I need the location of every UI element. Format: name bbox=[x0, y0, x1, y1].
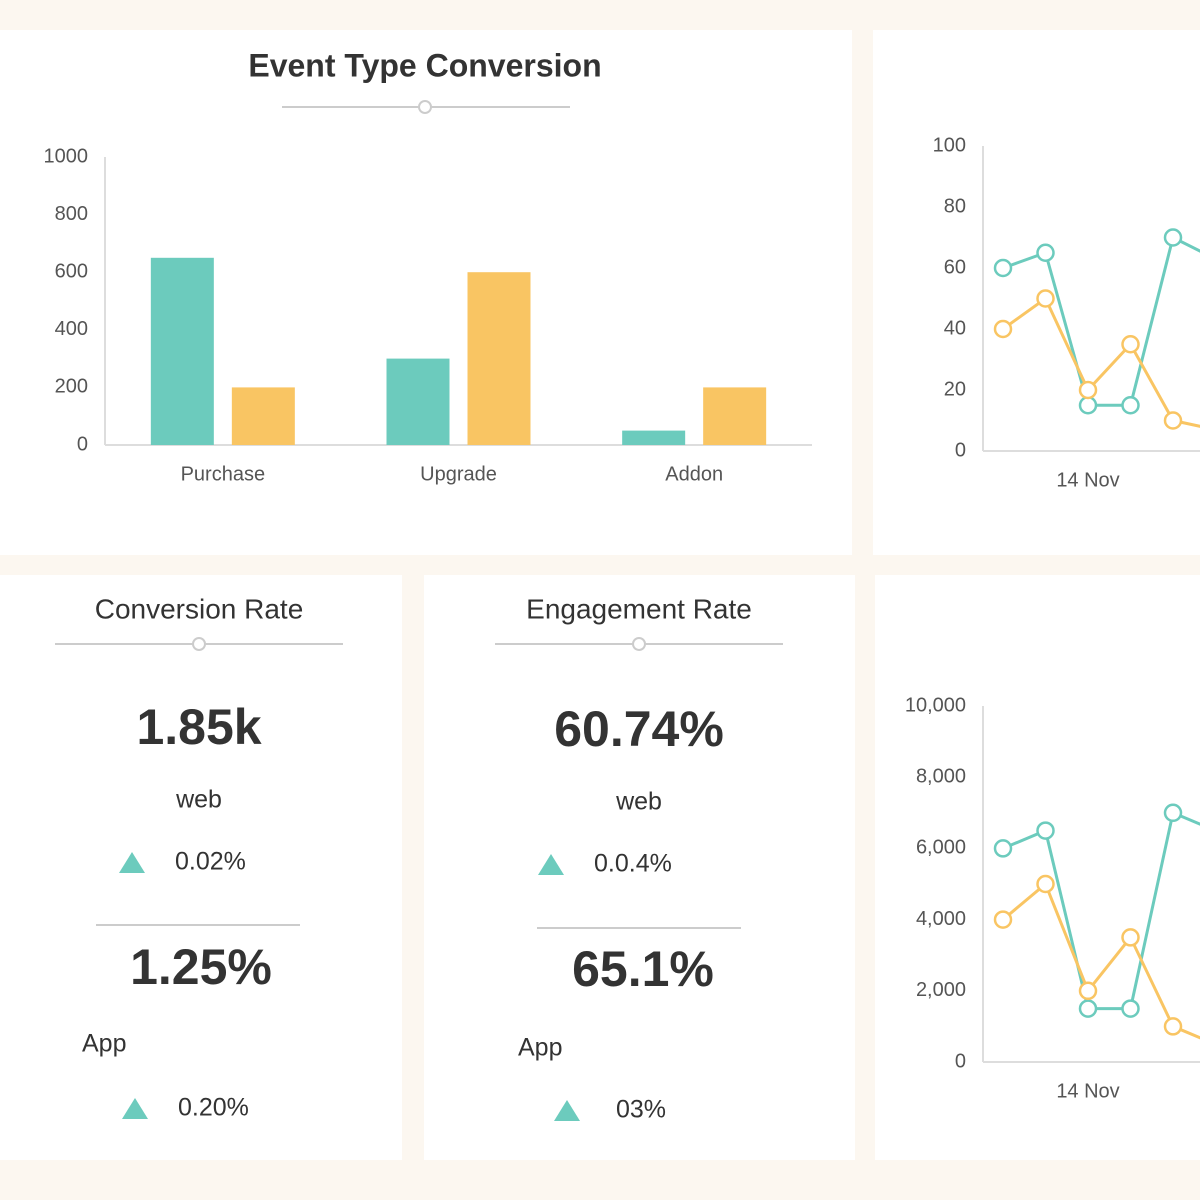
x-tick-label: Addon bbox=[665, 463, 723, 485]
y-tick-label: 80 bbox=[944, 195, 966, 217]
point bbox=[1163, 1017, 1183, 1036]
y-tick-label: 600 bbox=[55, 260, 88, 282]
point bbox=[1121, 928, 1140, 947]
chart-group: 0 2,000 4,000 6,000 8,000 10,000 14 Nov bbox=[905, 694, 1200, 1102]
card-title: Conversion Rate bbox=[95, 593, 304, 624]
kpi-change: 0.20% bbox=[178, 1094, 249, 1122]
up-arrow bbox=[119, 852, 145, 873]
point bbox=[1078, 981, 1098, 1001]
point bbox=[1163, 411, 1183, 430]
kpi-change: 0.02% bbox=[175, 848, 246, 876]
kpi-label: web bbox=[175, 786, 222, 814]
y-tick-label: 800 bbox=[55, 203, 88, 225]
up-arrow bbox=[538, 854, 564, 875]
y-tick-label: 20 bbox=[944, 378, 966, 400]
point bbox=[1163, 228, 1183, 247]
x-tick-label: Upgrade bbox=[420, 463, 497, 485]
point bbox=[1036, 289, 1055, 308]
y-tick-label: 200 bbox=[55, 376, 88, 398]
x-tick-label: 14 Nov bbox=[1056, 1080, 1119, 1102]
point bbox=[1163, 803, 1183, 823]
bar bbox=[622, 430, 686, 445]
bar bbox=[150, 257, 214, 445]
point bbox=[1078, 999, 1098, 1018]
kpi-value: 65.1% bbox=[572, 941, 714, 997]
point bbox=[1036, 243, 1055, 262]
panel bbox=[875, 575, 1200, 1160]
point bbox=[993, 258, 1013, 278]
panel bbox=[873, 30, 1200, 555]
point bbox=[1078, 396, 1098, 415]
y-tick-label: 10,000 bbox=[905, 694, 966, 716]
kpi-change: 03% bbox=[616, 1096, 666, 1124]
point bbox=[1036, 821, 1055, 840]
point bbox=[1121, 335, 1140, 354]
kpi-label: App bbox=[518, 1034, 562, 1062]
point bbox=[993, 319, 1013, 339]
x-tick-label: Purchase bbox=[181, 463, 266, 485]
kpi-label: App bbox=[82, 1030, 126, 1058]
point bbox=[993, 910, 1013, 929]
y-tick-label: 60 bbox=[944, 256, 966, 278]
kpi-change: 0.0.4% bbox=[594, 850, 672, 878]
chart-title: Event Type Conversion bbox=[248, 47, 601, 83]
kpi-value: 60.74% bbox=[554, 701, 724, 757]
y-tick-label: 0 bbox=[77, 433, 88, 455]
card-title: Engagement Rate bbox=[526, 593, 752, 624]
y-tick-label: 6,000 bbox=[916, 837, 966, 859]
up-arrow bbox=[122, 1098, 148, 1119]
divider-knob bbox=[632, 637, 646, 651]
kpi-value: 1.25% bbox=[130, 939, 272, 995]
point bbox=[1078, 380, 1098, 400]
bar bbox=[386, 358, 450, 445]
point bbox=[1121, 396, 1140, 415]
up-arrow bbox=[554, 1100, 580, 1121]
y-tick-label: 0 bbox=[955, 1050, 966, 1072]
divider-knob bbox=[418, 100, 432, 114]
y-tick-label: 100 bbox=[933, 134, 966, 156]
bar bbox=[467, 272, 531, 445]
x-tick-label: 14 Nov bbox=[1056, 469, 1119, 491]
bar bbox=[703, 387, 767, 445]
y-tick-label: 1000 bbox=[44, 145, 89, 167]
y-tick-label: 2,000 bbox=[916, 979, 966, 1001]
y-tick-label: 0 bbox=[955, 439, 966, 461]
kpi-label: web bbox=[615, 788, 662, 816]
y-tick-label: 400 bbox=[55, 318, 88, 340]
panel bbox=[0, 575, 402, 1160]
point bbox=[993, 839, 1013, 858]
divider-knob bbox=[192, 637, 206, 651]
bar bbox=[231, 387, 295, 445]
y-tick-label: 40 bbox=[944, 317, 966, 339]
panel bbox=[424, 575, 855, 1160]
y-tick-label: 4,000 bbox=[916, 908, 966, 930]
kpi-value: 1.85k bbox=[136, 699, 261, 755]
panel bbox=[0, 30, 852, 555]
point bbox=[1121, 999, 1140, 1018]
point bbox=[1036, 874, 1055, 894]
chart-group: 0 20 40 60 80 100 14 Nov bbox=[933, 134, 1200, 491]
y-tick-label: 8,000 bbox=[916, 765, 966, 787]
